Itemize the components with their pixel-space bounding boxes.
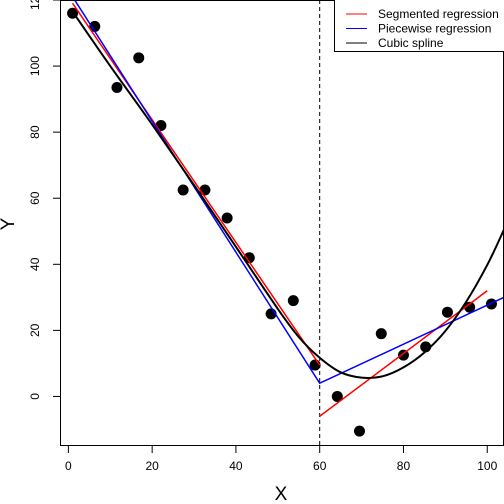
data-point-8 bbox=[243, 252, 255, 264]
data-point-13 bbox=[353, 425, 365, 437]
x-tick-label-60: 60 bbox=[313, 459, 327, 473]
data-point-10 bbox=[287, 295, 299, 307]
plot-content bbox=[67, 0, 504, 446]
x-axis-title: X bbox=[275, 484, 288, 504]
legend-label-cubic-spline: Cubic spline bbox=[378, 36, 444, 50]
x-tick-label-20: 20 bbox=[145, 459, 159, 473]
y-tick-label-100: 100 bbox=[28, 56, 42, 76]
y-tick-label-80: 80 bbox=[28, 125, 42, 139]
y-tick-label-120: 120 bbox=[28, 0, 42, 10]
axes: 0 20 40 60 80 100 0 20 40 60 80 100 120 bbox=[28, 0, 504, 473]
legend-label-segmented-regression: Segmented regression bbox=[378, 7, 499, 21]
data-point-17 bbox=[441, 306, 453, 318]
y-tick-label-60: 60 bbox=[28, 191, 42, 205]
x-tick-label-80: 80 bbox=[397, 459, 411, 473]
y-tick-label-0: 0 bbox=[28, 393, 42, 400]
data-point-14 bbox=[375, 328, 387, 340]
x-tick-label-40: 40 bbox=[229, 459, 243, 473]
data-point-5 bbox=[177, 184, 189, 196]
data-point-2 bbox=[111, 82, 123, 94]
cubic-spline-line bbox=[71, 10, 504, 379]
x-tick-label-0: 0 bbox=[65, 459, 72, 473]
data-point-12 bbox=[331, 390, 343, 402]
legend-box bbox=[334, 0, 504, 52]
data-point-1 bbox=[89, 20, 101, 32]
segmented-regression-line bbox=[71, 2, 488, 417]
data-point-3 bbox=[133, 52, 145, 64]
plot-area bbox=[67, 0, 504, 446]
x-tick-label-100: 100 bbox=[477, 459, 497, 473]
data-point-15 bbox=[397, 349, 409, 361]
y-tick-label-40: 40 bbox=[28, 257, 42, 271]
data-point-18 bbox=[464, 301, 476, 313]
piecewise-regression-line bbox=[73, 0, 504, 385]
data-point-7 bbox=[221, 212, 233, 224]
y-axis-title: Y bbox=[0, 217, 19, 230]
plot-frame bbox=[60, 0, 504, 446]
y-tick-label-20: 20 bbox=[28, 323, 42, 337]
legend-label-piecewise-regression: Piecewise regression bbox=[378, 22, 491, 36]
